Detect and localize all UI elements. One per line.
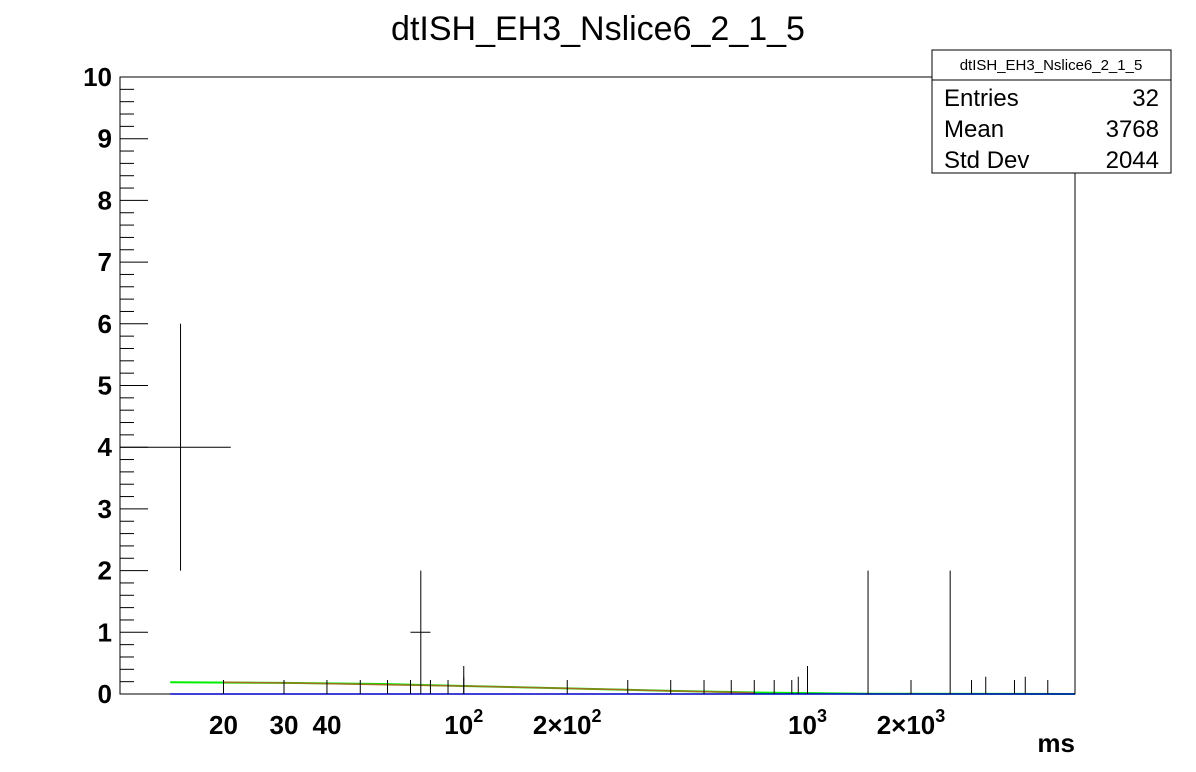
stats-box: dtISH_EH3_Nslice6_2_1_5 Entries 32 Mean … [931, 49, 1172, 174]
x-tick-label-exponent: 3 [817, 706, 827, 726]
y-tick-label: 4 [98, 432, 113, 462]
fit-curves [170, 681, 1076, 695]
x-tick-label: 2×103 [877, 706, 946, 740]
x-tick-label-exponent: 2 [473, 706, 483, 726]
data-points [120, 323, 1026, 694]
data-point [410, 570, 431, 694]
x-axis-label: ms [1037, 728, 1075, 758]
x-tick-label: 30 [270, 710, 299, 740]
chart-title: dtISH_EH3_Nslice6_2_1_5 [391, 10, 805, 48]
x-tick-label-base: 30 [270, 710, 299, 740]
x-tick-label-base: 40 [312, 710, 341, 740]
y-tick-label: 2 [98, 556, 112, 586]
x-tick-label: 103 [788, 706, 827, 740]
x-tick-label-exponent: 2 [592, 706, 602, 726]
y-tick-label: 9 [98, 124, 112, 154]
stats-box-frame [931, 49, 1172, 174]
data-point [120, 323, 231, 571]
y-tick-label: 8 [98, 185, 112, 215]
y-tick-label: 1 [98, 617, 112, 647]
y-tick-label: 5 [98, 371, 112, 401]
fit-curve [170, 681, 1076, 695]
x-tick-label: 102 [444, 706, 483, 740]
x-tick-label-base: 10 [444, 710, 473, 740]
x-tick-label-base: 10 [788, 710, 817, 740]
y-tick-label: 7 [98, 247, 112, 277]
stats-box-name: dtISH_EH3_Nslice6_2_1_5 [960, 57, 1143, 74]
y-axis: 0 1 2 3 4 5 6 7 8 9 10 [83, 62, 148, 709]
y-tick-label: 6 [98, 309, 112, 339]
x-tick-label-base: 2×10 [877, 710, 936, 740]
stats-stddev-value: 2044 [1106, 147, 1159, 174]
x-tick-label: 40 [312, 710, 341, 740]
stats-mean-value: 3768 [1106, 116, 1159, 143]
y-tick-label: 3 [98, 494, 112, 524]
stats-stddev-label: Std Dev [944, 147, 1029, 174]
stats-entries-label: Entries [944, 85, 1019, 112]
x-tick-label-exponent: 3 [935, 706, 945, 726]
y-tick-label: 10 [83, 62, 112, 92]
stats-entries-value: 32 [1132, 85, 1159, 112]
x-axis: 20 30 40 102 2×102 103 2×103 [119, 666, 1076, 740]
x-tick-label: 20 [209, 710, 238, 740]
y-tick-label: 0 [98, 679, 112, 709]
x-tick-label-base: 2×10 [533, 710, 592, 740]
x-tick-label: 2×102 [533, 706, 602, 740]
x-tick-label-base: 20 [209, 710, 238, 740]
stats-mean-label: Mean [944, 116, 1004, 143]
